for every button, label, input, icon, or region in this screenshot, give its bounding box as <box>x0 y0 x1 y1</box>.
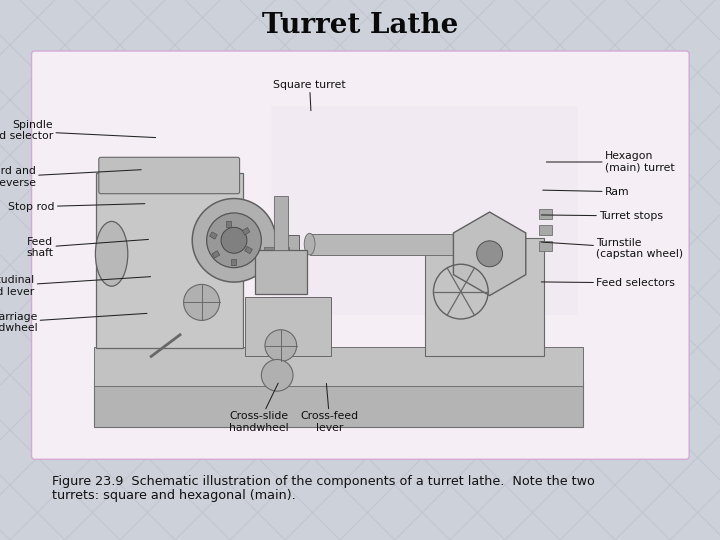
Bar <box>539 209 552 219</box>
Circle shape <box>221 227 247 253</box>
Bar <box>279 278 289 287</box>
Text: Hexagon
(main) turret: Hexagon (main) turret <box>546 151 675 173</box>
Circle shape <box>192 199 276 282</box>
Text: Forward and
reverse: Forward and reverse <box>0 166 141 188</box>
Ellipse shape <box>305 233 315 255</box>
Bar <box>245 246 253 254</box>
Bar <box>226 221 231 227</box>
Bar <box>259 235 299 294</box>
Bar <box>264 278 274 287</box>
Text: Turret stops: Turret stops <box>541 211 663 221</box>
Text: Turret Lathe: Turret Lathe <box>262 12 458 39</box>
Bar <box>539 241 552 251</box>
Bar <box>94 347 583 386</box>
Bar <box>242 227 250 235</box>
Text: Carriage
handwheel: Carriage handwheel <box>0 312 147 333</box>
FancyBboxPatch shape <box>425 238 544 356</box>
Text: Feed selectors: Feed selectors <box>541 278 675 288</box>
Bar <box>279 247 289 257</box>
Circle shape <box>261 360 293 391</box>
Ellipse shape <box>95 221 128 286</box>
Text: Square turret: Square turret <box>274 80 346 111</box>
Text: Longitudinal
feed lever: Longitudinal feed lever <box>0 275 150 297</box>
FancyBboxPatch shape <box>271 106 578 315</box>
Circle shape <box>207 213 261 268</box>
Bar <box>274 196 288 250</box>
Text: Cross-slide
handwheel: Cross-slide handwheel <box>230 383 289 433</box>
FancyBboxPatch shape <box>96 173 243 348</box>
Bar <box>94 381 583 427</box>
Bar <box>212 251 220 258</box>
FancyBboxPatch shape <box>32 51 689 460</box>
Circle shape <box>477 241 503 267</box>
Bar <box>279 262 289 272</box>
Text: Figure 23.9  Schematic illustration of the components of a turret lathe.  Note t: Figure 23.9 Schematic illustration of th… <box>52 475 595 488</box>
Circle shape <box>265 330 297 361</box>
Bar <box>539 225 552 235</box>
Bar <box>255 250 307 294</box>
Bar <box>231 259 236 265</box>
Bar <box>264 262 274 272</box>
Text: Feed
shaft: Feed shaft <box>26 237 148 258</box>
Polygon shape <box>454 212 526 295</box>
FancyBboxPatch shape <box>99 157 240 194</box>
Text: Spindle
speed selector: Spindle speed selector <box>0 120 156 141</box>
Bar <box>210 232 217 239</box>
Text: Ram: Ram <box>543 187 629 197</box>
FancyBboxPatch shape <box>245 297 331 356</box>
Text: Stop rod: Stop rod <box>8 202 145 212</box>
Bar <box>310 234 486 255</box>
Bar <box>264 247 274 257</box>
Text: Cross-feed
lever: Cross-feed lever <box>301 383 359 433</box>
Text: turrets: square and hexagonal (main).: turrets: square and hexagonal (main). <box>52 489 296 502</box>
Circle shape <box>184 285 220 320</box>
Text: Turnstile
(capstan wheel): Turnstile (capstan wheel) <box>541 238 683 259</box>
